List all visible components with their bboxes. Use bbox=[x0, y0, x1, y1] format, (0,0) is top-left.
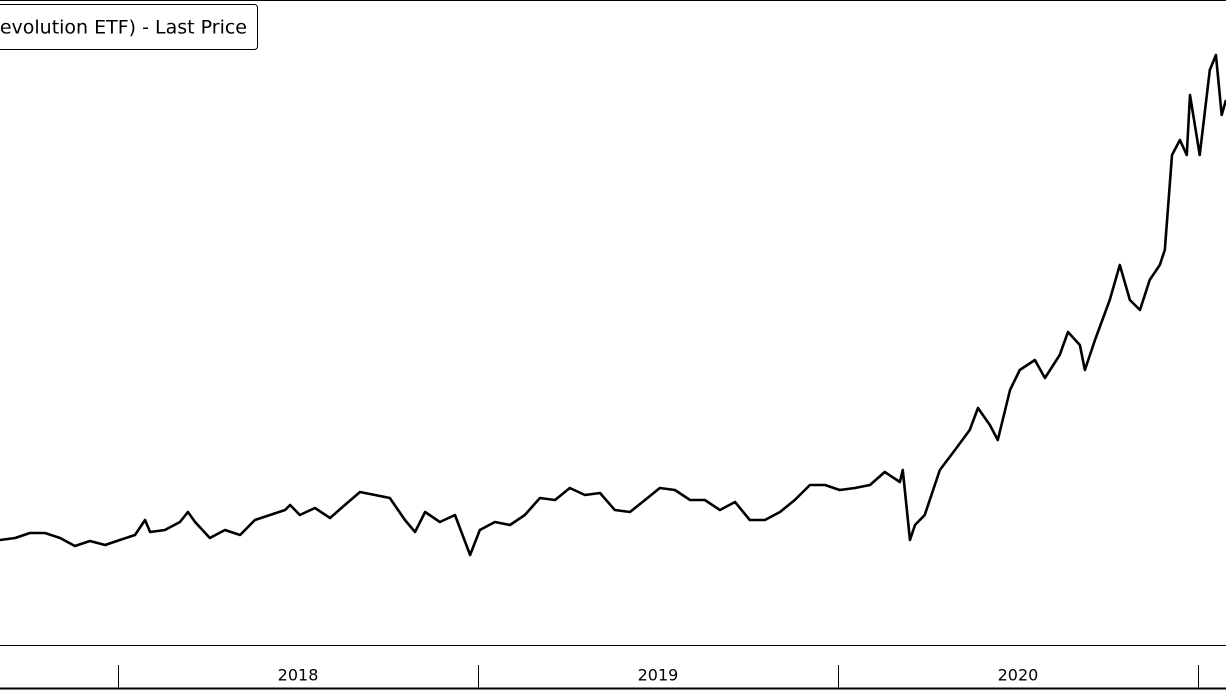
x-tick-label: 2020 bbox=[998, 666, 1039, 685]
legend-label: evolution ETF) - Last Price bbox=[0, 17, 247, 39]
price-line bbox=[0, 53, 1226, 557]
x-tick-label: 2019 bbox=[638, 666, 679, 685]
legend-box bbox=[0, 4, 258, 50]
x-tick-label: 2018 bbox=[278, 666, 319, 685]
